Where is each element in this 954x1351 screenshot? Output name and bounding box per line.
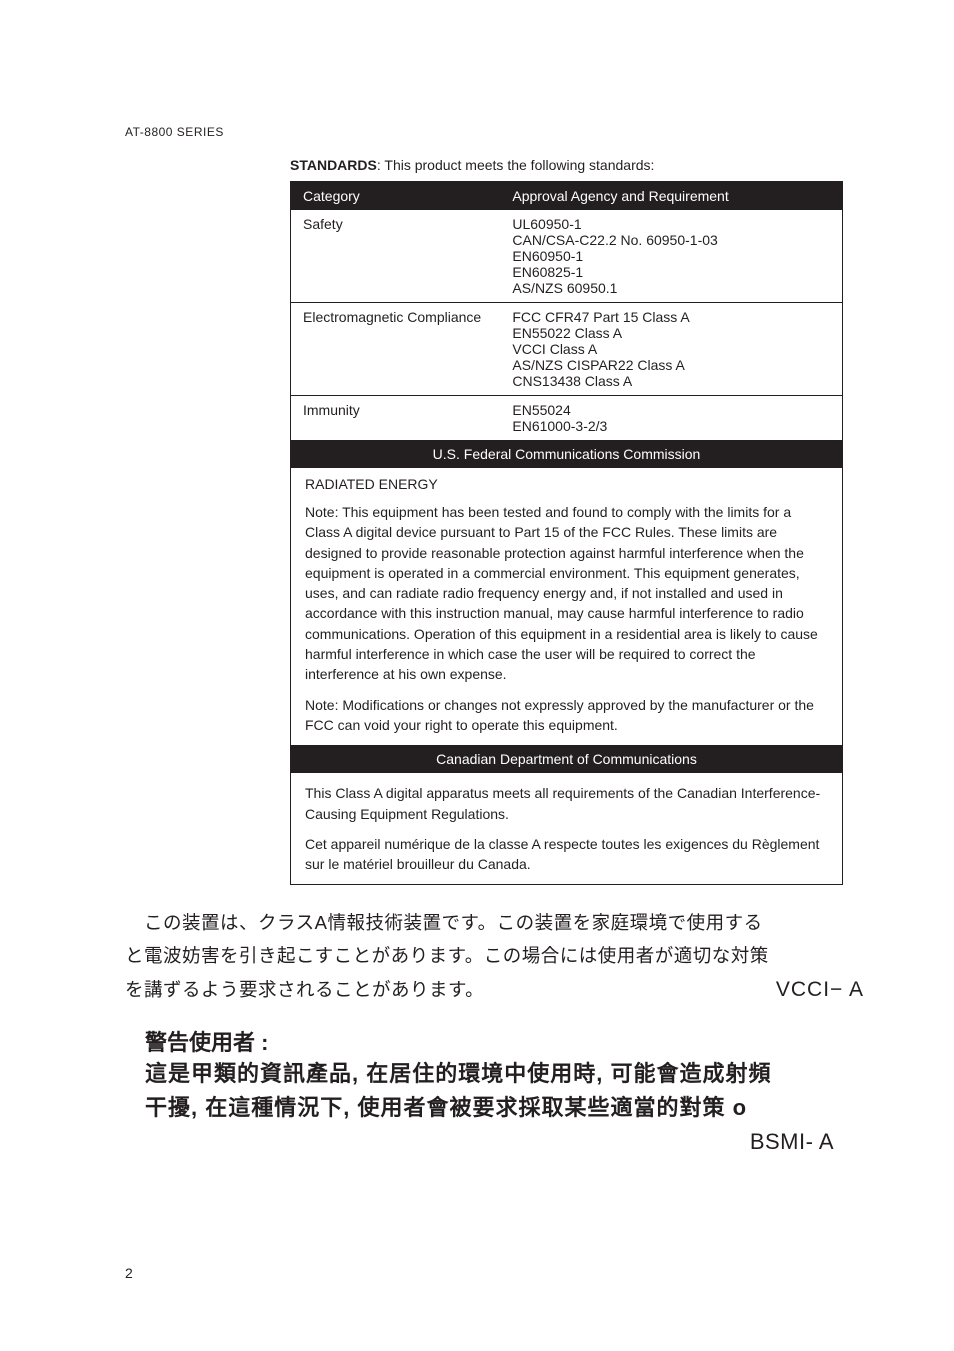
vals-immunity: EN55024 EN61000-3-2/3 xyxy=(500,396,842,441)
jp-line-2: と電波妨害を引き起こすことがあります。この場合には使用者が適切な対策 xyxy=(125,940,864,972)
zh-body-1: 這是甲類的資訊產品, 在居住的環境中使用時, 可能會造成射頻 xyxy=(145,1057,864,1091)
col-requirement: Approval Agency and Requirement xyxy=(500,182,842,210)
zh-body-2: 干擾, 在這種情況下, 使用者會被要求採取某些適當的對策 o xyxy=(145,1091,864,1125)
chinese-notice: 警告使用者 : 這是甲類的資訊產品, 在居住的環境中使用時, 可能會造成射頻 干… xyxy=(145,1025,864,1155)
jp-line-3: を講ずるよう要求されることがあります。 xyxy=(125,974,484,1006)
fcc-note-2: Note: Modifications or changes not expre… xyxy=(291,695,842,746)
canadian-en: This Class A digital apparatus meets all… xyxy=(291,773,842,834)
standards-label: STANDARDS xyxy=(290,157,377,173)
jp-line-1: この装置は、クラスA情報技術装置です。この装置を家庭環境で使用する xyxy=(125,907,864,939)
vals-safety: UL60950-1 CAN/CSA-C22.2 No. 60950-1-03 E… xyxy=(500,210,842,303)
page-number: 2 xyxy=(125,1265,133,1281)
canadian-fr: Cet appareil numérique de la classe A re… xyxy=(291,834,842,885)
cat-safety: Safety xyxy=(291,210,500,303)
canadian-heading: Canadian Department of Communications xyxy=(291,745,842,773)
table-row: Safety UL60950-1 CAN/CSA-C22.2 No. 60950… xyxy=(291,210,842,303)
fcc-heading: U.S. Federal Communications Commission xyxy=(291,440,842,468)
standards-table: Category Approval Agency and Requirement… xyxy=(290,181,843,885)
vals-emc: FCC CFR47 Part 15 Class A EN55022 Class … xyxy=(500,303,842,396)
cat-immunity: Immunity xyxy=(291,396,500,441)
bsmi-label: BSMI- A xyxy=(145,1129,864,1155)
series-header: AT-8800 SERIES xyxy=(125,125,864,139)
japanese-notice: この装置は、クラスA情報技術装置です。この装置を家庭環境で使用する と電波妨害を… xyxy=(125,907,864,1009)
standards-intro-rest: : This product meets the following stand… xyxy=(377,157,655,173)
fcc-note-1: Note: This equipment has been tested and… xyxy=(291,492,842,695)
table-header-row: Category Approval Agency and Requirement xyxy=(291,182,842,210)
table-row: Immunity EN55024 EN61000-3-2/3 xyxy=(291,396,842,441)
radiated-heading: RADIATED ENERGY xyxy=(291,468,842,492)
col-category: Category xyxy=(291,182,500,210)
cat-emc: Electromagnetic Compliance xyxy=(291,303,500,396)
standards-intro: STANDARDS: This product meets the follow… xyxy=(290,157,864,173)
vcci-label: VCCI− A xyxy=(776,972,864,1009)
zh-warning-label: 警告使用者 : xyxy=(145,1025,864,1057)
table-row: Electromagnetic Compliance FCC CFR47 Par… xyxy=(291,303,842,396)
